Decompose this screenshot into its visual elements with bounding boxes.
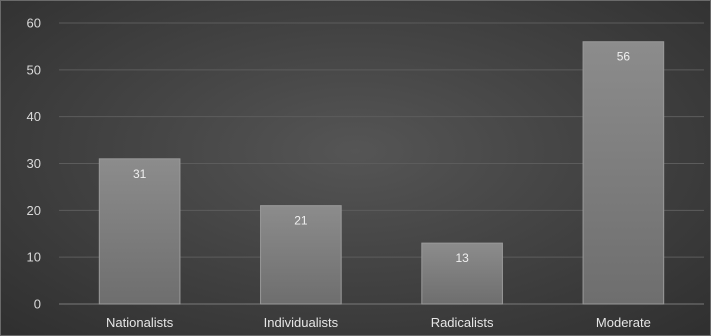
category-label-radicalists: Radicalists (431, 315, 494, 330)
x-axis-categories: Nationalists Individualists Radicalists Mod… (106, 315, 651, 330)
category-label-moderate: Moderate (596, 315, 651, 330)
y-tick-label-10: 10 (27, 250, 41, 265)
y-axis-ticks: 0 10 20 30 40 50 60 (27, 16, 41, 312)
y-tick-label-30: 30 (27, 156, 41, 171)
category-label-nationalists: Nationalists (106, 315, 174, 330)
data-label-radicalists: 13 (455, 251, 469, 265)
bar-nationalists (98, 158, 181, 305)
category-label-individualists: Individualists (264, 315, 339, 330)
data-label-moderate: 56 (617, 50, 631, 64)
bar-individualists (260, 205, 342, 305)
bar-moderate (582, 41, 665, 305)
data-label-individualists: 21 (294, 214, 308, 228)
y-tick-label-50: 50 (27, 62, 41, 77)
bars (98, 41, 665, 305)
y-tick-label-60: 60 (27, 16, 41, 31)
y-tick-label-0: 0 (34, 297, 41, 312)
y-tick-label-40: 40 (27, 109, 41, 124)
bar-radicalists (421, 242, 503, 305)
data-label-nationalists: 31 (133, 167, 147, 181)
data-labels: 31 21 13 56 (133, 50, 630, 265)
y-tick-label-20: 20 (27, 203, 41, 218)
